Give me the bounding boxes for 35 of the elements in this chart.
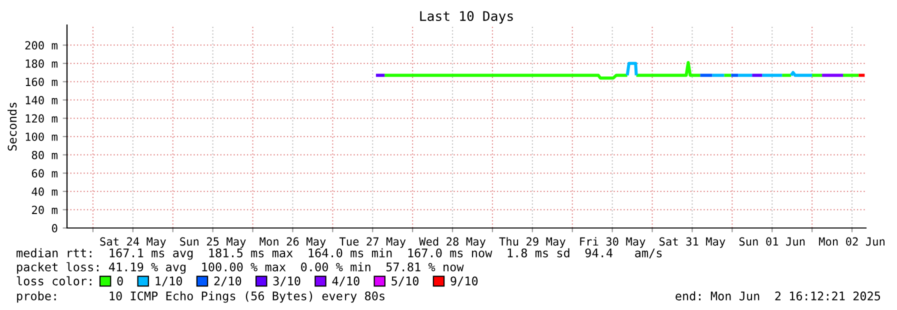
legend-label: 1/10: [156, 276, 182, 286]
y-tick-label: 80 m: [32, 150, 58, 160]
legend-label: 3/10: [273, 276, 300, 286]
legend-label: 2/10: [214, 276, 242, 286]
legend-label: 5/10: [392, 276, 418, 286]
y-tick-label: 20 m: [32, 206, 58, 214]
legend-label: 4/10: [332, 276, 360, 286]
legend-label: 9/10: [450, 276, 478, 286]
legend-label: 0: [117, 276, 123, 286]
x-tick-label: Sun 01 Jun: [739, 237, 805, 246]
y-tick-label: 60 m: [32, 169, 58, 178]
x-tick-label: Mon 26 May: [260, 237, 326, 248]
y-tick-label: 180 m: [26, 59, 58, 68]
text: median rtt: 167.1 ms avg 181.5 ms max 164.0 ms min 167.0 ms now 1.8 ms sd 94.4 am/s: [16, 248, 662, 260]
x-tick-label: Fri 30 May: [580, 237, 646, 248]
x-tick-label: Sat 31 May: [660, 237, 726, 248]
y-tick-label: 160 m: [26, 78, 58, 86]
y-tick-label: 100 m: [26, 132, 58, 141]
legend-title: loss color:: [16, 276, 92, 286]
x-tick-label: Tue 27 May: [339, 237, 406, 248]
text: packet loss: 41.19 % avg 100.00 % max 0.00 % min 57.81 % now: [17, 262, 464, 274]
y-tick-label: 200 m: [25, 41, 58, 50]
y-tick-label: 0: [52, 224, 58, 232]
x-tick-label: Sun 25 May: [180, 237, 246, 248]
y-tick-label: 140 m: [26, 96, 58, 104]
chart-title: Last 10 Days: [420, 11, 513, 24]
text: probe: 10 ICMP Echo Pings (56 Bytes) every 80s: [17, 291, 384, 303]
x-tick-label: Thu 29 May: [499, 237, 566, 248]
x-tick-label: Wed 28 May: [419, 237, 486, 248]
y-tick-label: 40 m: [32, 187, 58, 196]
text: end: Mon Jun 2 16:12:21 2025: [676, 291, 880, 300]
y-tick-label: 120 m: [26, 114, 58, 123]
y-axis-title: Seconds: [8, 102, 17, 151]
x-tick-label: Sat 24 May: [100, 237, 166, 248]
x-tick-label: Mon 02 Jun: [819, 237, 884, 246]
